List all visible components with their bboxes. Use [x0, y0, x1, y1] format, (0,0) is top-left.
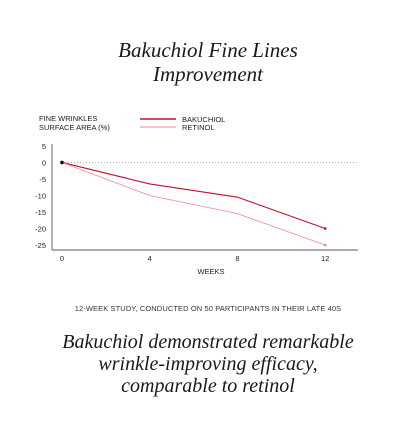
x-axis-label: WEEKS [197, 267, 224, 276]
series-line-retinol [61, 162, 326, 246]
origin-point [60, 160, 64, 165]
chart-title-line-1: Bakuchiol Fine Lines [118, 38, 298, 62]
y-tick-label: 0 [42, 158, 46, 167]
y-tick-label: -20 [35, 225, 46, 234]
conclusion-line-1: Bakuchiol demonstrated remarkable [62, 331, 354, 353]
chart-title-line-2: Improvement [152, 62, 263, 86]
y-tick-label: 5 [42, 142, 46, 151]
series-line-bakuchiol [61, 161, 326, 230]
x-tick-label: 0 [60, 254, 64, 263]
conclusion-line-2: wrinkle-improving efficacy, [98, 353, 318, 375]
y-axis-label-line-2: SURFACE AREA (%) [39, 123, 110, 132]
y-axis-label-line-1: FINE WRINKLES [39, 114, 97, 123]
study-caption: 12-WEEK STUDY, CONDUCTED ON 50 PARTICIPA… [74, 304, 342, 313]
x-tick-label: 12 [321, 254, 329, 263]
y-tick-label: -25 [35, 241, 46, 250]
series-end-point-bakuchiol [323, 227, 327, 230]
x-tick-label: 4 [148, 254, 152, 263]
x-tick-label: 8 [235, 254, 239, 263]
conclusion-line-3: comparable to retinol [121, 375, 295, 397]
series-end-point-retinol [323, 243, 327, 247]
line-chart: FINE WRINKLES SURFACE AREA (%) BAKUCHIOL… [35, 114, 358, 276]
y-tick-label: -15 [35, 208, 46, 217]
legend-label-bakuchiol: BAKUCHIOL [182, 115, 225, 124]
legend-label-retinol: RETINOL [182, 123, 215, 132]
y-tick-label: -5 [39, 175, 46, 184]
y-tick-label: -10 [35, 192, 46, 201]
